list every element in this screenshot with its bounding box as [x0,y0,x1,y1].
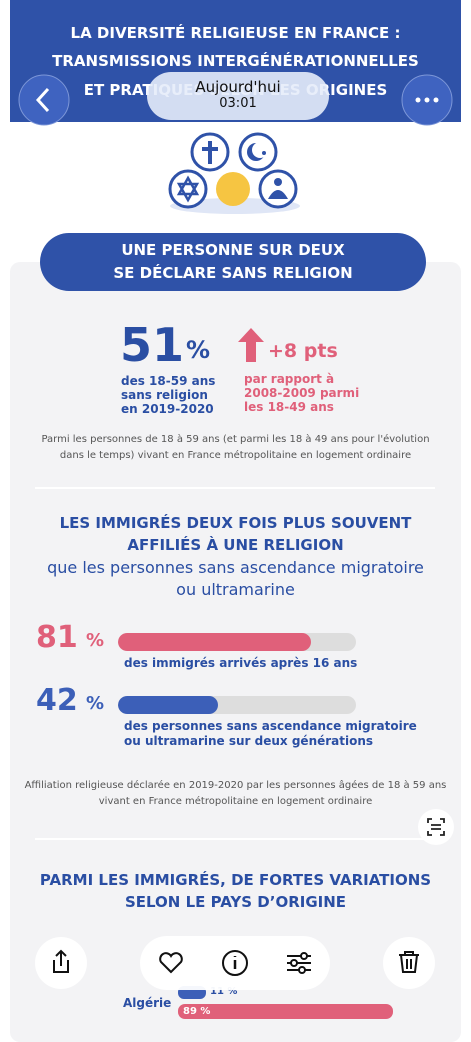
stat-value: 51 [120,318,185,372]
note-line: dans le temps) vivant en France métropol… [59,450,412,461]
heading-line: AFFILIÉS À UNE RELIGION [127,536,344,554]
bar-track [118,633,356,651]
item-unit: % [86,693,105,714]
item-caption: ou ultramarine sur deux générations [124,734,374,748]
caption-line: par rapport à [244,372,335,386]
divider [35,838,435,840]
section-heading: LES IMMIGRÉS DEUX FOIS PLUS SOUVENT AFFIL… [0,512,471,556]
date: Aujourd'hui [195,78,281,96]
up-arrow [238,328,264,362]
title-line: LA DIVERSITÉ RELIGIEUSE EN FRANCE : [70,24,401,42]
item-value: 42 [36,683,78,718]
note-line: Affiliation religieuse déclarée en 2019-… [24,780,447,791]
heading-line: ou ultramarine [176,580,295,599]
bar-track [118,696,356,714]
bar-label: 11 % [210,986,238,997]
stat-unit: % [186,336,211,364]
note-line: vivant en France métropolitaine en logem… [98,796,373,807]
section-heading: PARMI LES IMMIGRÉS, DE FORTES VARIATIONS… [0,869,471,913]
delete-button[interactable] [382,936,436,990]
religion-icons [168,132,300,214]
back-button[interactable] [18,74,70,126]
bar [178,1004,393,1019]
item-caption: des personnes sans ascendance migratoire [124,719,417,733]
more-button[interactable] [401,74,453,126]
divider [35,487,435,489]
item-unit: % [86,630,105,651]
heading-line: LES IMMIGRÉS DEUX FOIS PLUS SOUVENT [59,514,412,532]
item-value: 81 [36,620,78,655]
item-caption: des immigrés arrivés après 16 ans [124,656,358,670]
caption-line: en 2019-2020 [121,402,214,416]
like-button[interactable] [159,952,183,974]
heading-line: SELON LE PAYS D’ORIGINE [124,893,347,911]
stat-caption: des 18-59 ans sans religion en 2019-2020 [121,374,215,416]
share-button[interactable] [34,936,88,990]
toolbar [140,936,330,990]
bar-label: 89 % [183,1006,211,1017]
info-button[interactable] [222,950,248,976]
date-pill[interactable]: Aujourd'hui 03:01 [147,72,329,120]
heading-line: que les personnes sans ascendance migrat… [47,558,424,577]
bar [118,696,218,714]
banner-line: UNE PERSONNE SUR DEUX [121,241,345,259]
scan-button[interactable] [417,808,455,846]
note: Affiliation religieuse déclarée en 2019-… [0,778,471,810]
bar [118,633,311,651]
banner-line: SE DÉCLARE SANS RELIGION [113,264,353,282]
note-line: Parmi les personnes de 18 à 59 ans (et p… [41,434,430,445]
caption-line: les 18-49 ans [244,400,334,414]
country-label: Algérie [123,996,172,1010]
section-subheading: que les personnes sans ascendance migrat… [0,557,471,601]
change-text: +8 pts [268,340,338,362]
heading-line: PARMI LES IMMIGRÉS, DE FORTES VARIATIONS [39,871,432,889]
card [10,262,461,1042]
caption-line: 2008-2009 parmi [244,386,360,400]
note: Parmi les personnes de 18 à 59 ans (et p… [0,432,471,464]
time: 03:01 [219,96,257,111]
banner: UNE PERSONNE SUR DEUX SE DÉCLARE SANS REL… [40,233,426,291]
title-line: TRANSMISSIONS INTERGÉNÉRATIONNELLES [52,52,419,70]
caption-line: sans religion [121,388,208,402]
caption-line: des 18-59 ans [121,374,216,388]
change-caption: par rapport à 2008-2009 parmi les 18-49 an… [244,372,359,414]
